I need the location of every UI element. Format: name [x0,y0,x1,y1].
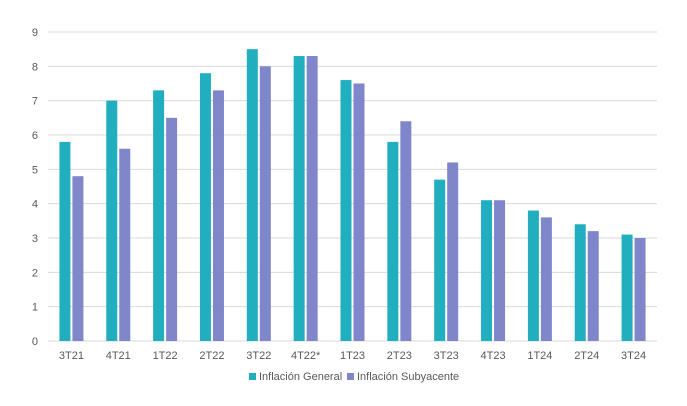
legend-label-subyacente: Inflación Subyacente [357,371,459,383]
bar-subyacente-3T24 [634,238,646,341]
y-tick-label: 6 [32,130,38,142]
bar-subyacente-2T23 [400,121,412,342]
y-tick-label: 4 [32,199,38,211]
x-tick-label: 3T24 [621,350,646,362]
x-tick-label: 1T24 [527,350,552,362]
legend-swatch-subyacente [347,373,354,380]
legend-swatch-general [249,373,256,380]
y-tick-label: 3 [32,233,38,245]
x-tick-label: 4T23 [480,350,505,362]
bar-general-4T23 [481,200,493,341]
bar-subyacente-4T22* [306,56,318,342]
bar-general-3T22 [246,49,258,342]
y-tick-label: 9 [32,27,38,39]
bar-general-3T23 [434,179,446,341]
y-tick-label: 1 [32,302,38,314]
bar-general-4T22* [293,56,305,342]
bar-general-1T24 [527,210,539,341]
y-tick-label: 8 [32,61,38,73]
bar-subyacente-3T22 [259,66,271,341]
bar-general-1T23 [340,80,352,342]
bar-subyacente-4T23 [494,200,506,341]
bar-general-2T23 [387,141,399,341]
x-tick-label: 2T24 [574,350,599,362]
bars [59,49,646,342]
bar-general-3T24 [621,234,633,341]
bar-general-1T22 [153,90,165,341]
bar-subyacente-3T21 [72,176,84,341]
y-tick-label: 5 [32,164,38,176]
x-tick-label: 3T21 [59,350,84,362]
y-tick-label: 2 [32,267,38,279]
bar-subyacente-1T22 [166,117,178,341]
bar-general-4T21 [106,100,118,342]
bar-subyacente-1T23 [353,83,365,341]
bar-general-3T21 [59,141,71,341]
bar-subyacente-2T24 [587,231,599,341]
x-tick-label: 3T23 [434,350,459,362]
y-tick-label: 7 [32,96,38,108]
x-axis-ticks: 3T21 4T21 1T22 2T22 3T22 4T22* 1T23 2T23 3T23 4T2… [59,350,646,362]
legend: Inflación General Inflación Subyacente [249,371,459,383]
x-tick-label: 1T22 [153,350,178,362]
bar-subyacente-1T24 [540,217,552,341]
x-tick-label: 1T23 [340,350,365,362]
gridlines [48,31,657,342]
x-tick-label: 2T23 [387,350,412,362]
bar-subyacente-3T23 [447,162,459,341]
bar-general-2T24 [574,224,586,341]
x-tick-label: 2T22 [199,350,224,362]
legend-label-general: Inflación General [259,371,342,383]
y-tick-label: 0 [32,336,38,348]
x-tick-label: 4T21 [106,350,131,362]
bar-subyacente-2T22 [212,90,224,341]
x-tick-label: 3T22 [246,350,271,362]
bar-general-2T22 [199,73,211,341]
x-tick-label: 4T22* [291,350,321,362]
y-axis-ticks: 0 1 2 3 4 5 6 7 8 9 [32,27,38,348]
bar-subyacente-4T21 [119,148,131,341]
